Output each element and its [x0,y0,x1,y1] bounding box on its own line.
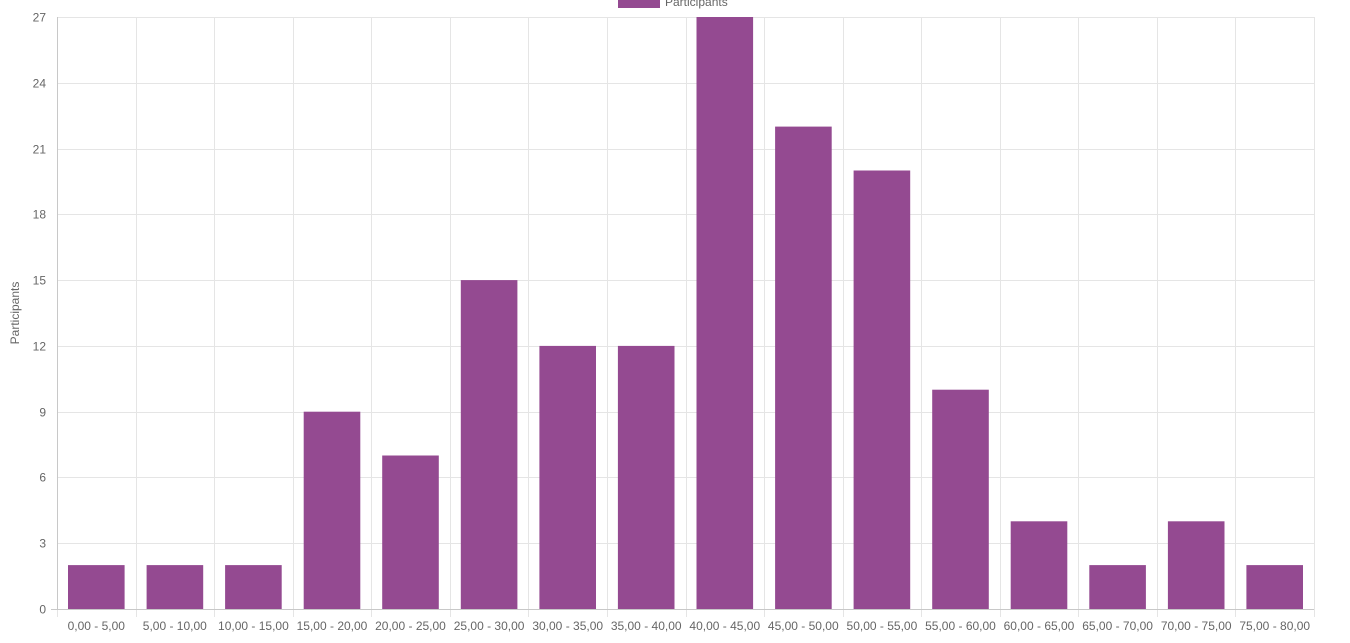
legend[interactable]: Participants [618,0,728,9]
y-tick-label: 0 [39,603,46,617]
bars [68,17,1303,609]
y-tick-label: 12 [33,340,47,354]
bar [617,345,675,609]
bar [1167,521,1225,609]
y-axis-title: Participants [8,282,22,345]
bar [460,280,518,609]
x-tick-label: 10,00 - 15,00 [218,619,289,633]
x-tick-label: 15,00 - 20,00 [297,619,368,633]
bar [382,455,439,609]
y-tick-label: 3 [39,537,46,551]
x-tick-label: 5,00 - 10,00 [143,619,207,633]
x-tick-label: 35,00 - 40,00 [611,619,682,633]
bar [225,565,282,609]
x-tick-label: 20,00 - 25,00 [375,619,446,633]
x-tick-label: 45,00 - 50,00 [768,619,839,633]
y-tick-labels: 0 3 6 9 12 15 18 21 24 27 [33,11,47,617]
legend-label: Participants [665,0,728,9]
y-tick-label: 24 [33,77,47,91]
x-tick-label: 30,00 - 35,00 [532,619,603,633]
bar [1010,521,1068,609]
x-tick-labels: 0,00 - 5,00 5,00 - 10,00 10,00 - 15,00 15,0… [68,619,1311,633]
y-tick-label: 15 [33,274,47,288]
bar [68,565,125,609]
bar [303,411,361,609]
legend-swatch [618,0,660,8]
bar [146,565,204,609]
y-tick-label: 9 [39,406,46,420]
x-tick-label: 60,00 - 65,00 [1004,619,1075,633]
x-tick-label: 75,00 - 80,00 [1239,619,1310,633]
axes [51,17,1314,610]
bar [932,389,989,609]
y-tick-label: 21 [33,143,47,157]
bar [696,17,754,609]
x-tick-label: 70,00 - 75,00 [1161,619,1232,633]
bar [1246,565,1303,609]
x-tick-label: 0,00 - 5,00 [68,619,126,633]
bar [539,345,596,609]
x-tick-label: 40,00 - 45,00 [689,619,760,633]
bar [853,170,911,609]
x-tick-label: 55,00 - 60,00 [925,619,996,633]
x-tick-label: 65,00 - 70,00 [1082,619,1153,633]
bar [775,126,832,609]
y-tick-label: 18 [33,208,47,222]
y-tick-label: 6 [39,471,46,485]
x-tick-label: 25,00 - 30,00 [454,619,525,633]
bar [1089,565,1146,609]
x-tick-label: 50,00 - 55,00 [847,619,918,633]
grid [57,17,1315,617]
y-tick-label: 27 [33,11,47,25]
